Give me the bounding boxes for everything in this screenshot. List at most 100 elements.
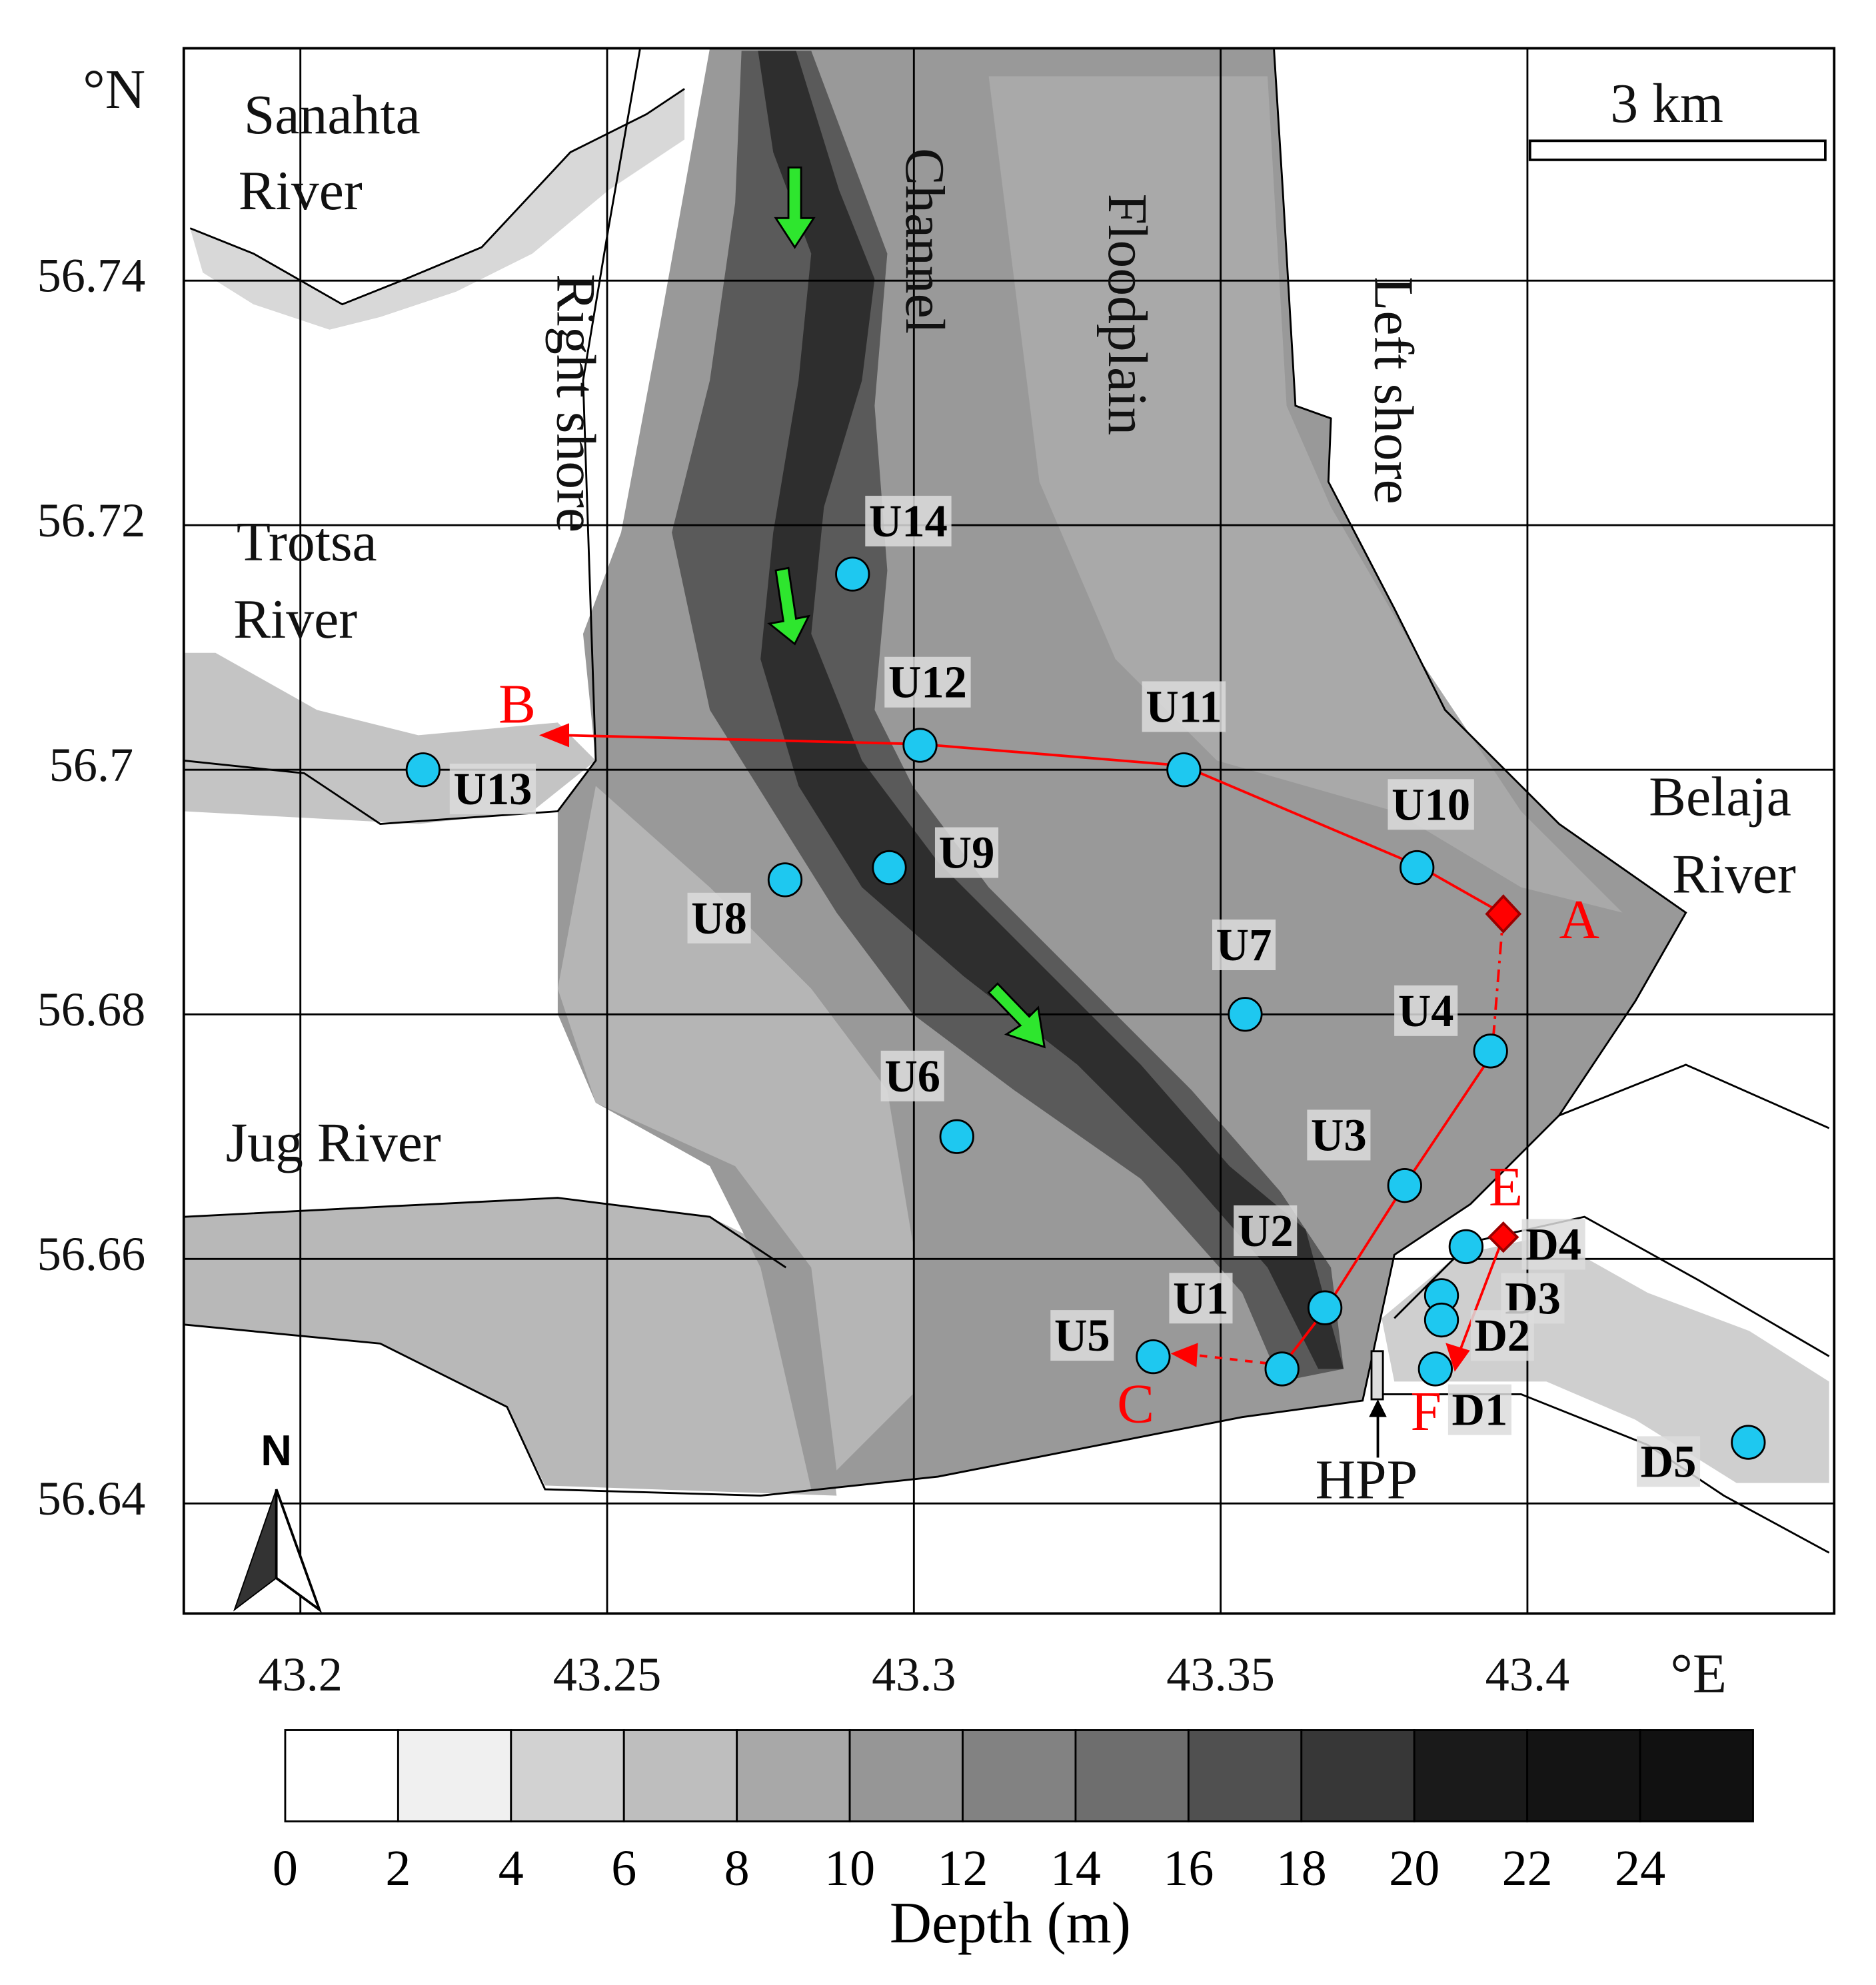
route-label: A	[1559, 889, 1599, 951]
flow-arrow	[774, 166, 816, 249]
station-label: U3	[1311, 1109, 1367, 1160]
x-tick-label: 43.25	[553, 1648, 662, 1701]
colorbar-bin	[1526, 1729, 1641, 1822]
station-label: U1	[1173, 1273, 1229, 1323]
station-label: U2	[1238, 1205, 1294, 1256]
colorbar-tick-label: 22	[1502, 1840, 1553, 1896]
station	[1264, 1351, 1300, 1387]
station-label: U9	[939, 828, 995, 878]
station	[835, 556, 870, 592]
station	[767, 862, 803, 898]
colorbar-bin	[622, 1729, 738, 1822]
place-label: Channel	[894, 148, 956, 334]
shoreline	[183, 1197, 787, 1269]
shallow-right	[557, 786, 913, 1471]
colorbar-title: Depth (m)	[890, 1890, 1131, 1955]
station	[1307, 1290, 1343, 1325]
colorbar-tick-label: 4	[498, 1840, 524, 1896]
shoreline	[1558, 1063, 1830, 1129]
station-label: D2	[1474, 1310, 1530, 1361]
station-label-bg	[1050, 1310, 1114, 1361]
station	[1731, 1425, 1766, 1460]
station	[1423, 1302, 1459, 1338]
station-label: D4	[1525, 1219, 1581, 1269]
place-label: Trotsa	[237, 511, 377, 573]
station	[1473, 1033, 1508, 1069]
colorbar-bin	[1074, 1729, 1190, 1822]
place-label: Left shore	[1363, 277, 1425, 504]
place-labels: Sanahta River Trotsa River Jug River Bel…	[226, 84, 1796, 1174]
station-label-bg	[1142, 681, 1226, 732]
station	[1417, 1351, 1453, 1387]
colorbar-tick-label: 12	[937, 1840, 988, 1896]
flow-arrow	[767, 566, 811, 646]
station-label: U5	[1054, 1310, 1110, 1361]
colorbar-tick-label: 24	[1615, 1840, 1665, 1896]
colorbar-tick-label: 14	[1050, 1840, 1101, 1896]
colorbar-tick-label: 6	[611, 1840, 636, 1896]
route-point	[1487, 1221, 1519, 1253]
colorbar-tick-label: 2	[385, 1840, 411, 1896]
station-label-bg	[1521, 1219, 1585, 1270]
station-label: U12	[888, 657, 967, 708]
station	[1448, 1229, 1484, 1265]
station-label: U8	[691, 893, 747, 944]
downstream-river	[1382, 1235, 1829, 1483]
station-label-bg	[449, 764, 536, 815]
station-label-bg	[934, 827, 999, 878]
route-label: F	[1411, 1381, 1442, 1443]
colorbar-tick-label: 8	[724, 1840, 750, 1896]
colorbar-bin	[736, 1729, 851, 1822]
colorbar-bin	[510, 1729, 625, 1822]
station-label: U13	[453, 764, 532, 814]
colorbar-bin	[962, 1729, 1077, 1822]
hpp-arrowhead	[1369, 1399, 1387, 1417]
station-label-bg	[687, 892, 751, 944]
x-tick-label: 43.35	[1166, 1648, 1275, 1701]
route-arrowhead	[538, 723, 570, 748]
colorbar-bin	[1639, 1729, 1754, 1822]
colorbar-tick-label: 18	[1276, 1840, 1327, 1896]
station	[1387, 1168, 1422, 1203]
shoreline	[1394, 1215, 1830, 1357]
station-label-bg	[1307, 1109, 1371, 1161]
station-label: U11	[1146, 681, 1222, 732]
route-line	[1282, 1053, 1493, 1366]
jug-river	[183, 1197, 837, 1496]
station-label: U14	[869, 496, 948, 546]
colorbar-tick-label: 0	[273, 1840, 298, 1896]
station-label-bg	[880, 1050, 944, 1101]
y-tick-label: 56.72	[37, 494, 146, 547]
station-label-bg	[1636, 1436, 1701, 1487]
route-arrowhead	[1170, 1343, 1198, 1367]
station	[939, 1119, 974, 1154]
flow-arrow	[987, 982, 1046, 1049]
x-tick-label: 43.4	[1485, 1648, 1569, 1701]
route-label: B	[498, 674, 536, 736]
station	[405, 752, 441, 788]
colorbar-bin	[848, 1729, 964, 1822]
station-label: U4	[1398, 986, 1454, 1036]
place-label: River	[233, 588, 357, 650]
station-label-bg	[865, 496, 952, 547]
north-label: N	[261, 1426, 292, 1475]
station-label-bg	[1169, 1273, 1233, 1324]
x-unit: °E	[1670, 1643, 1727, 1705]
place-label: River	[1672, 843, 1796, 905]
place-label: Floodplain	[1096, 194, 1158, 436]
y-tick-label: 56.7	[49, 738, 133, 792]
place-label: Sanahta	[244, 84, 421, 146]
hpp-label: HPP	[1316, 1449, 1418, 1511]
route-labels: A B C E F	[498, 674, 1599, 1443]
route-line	[1459, 1236, 1505, 1351]
y-tick-label: 56.68	[37, 983, 146, 1036]
colorbar-bin	[1413, 1729, 1529, 1822]
y-tick-label: 56.74	[37, 249, 146, 303]
north-arrow-right	[275, 1489, 323, 1614]
station	[1400, 850, 1435, 886]
station	[1166, 752, 1202, 788]
route-arrowhead	[1445, 1343, 1470, 1372]
flow-arrows	[767, 166, 1046, 1049]
colorbar-tick-label: 20	[1389, 1840, 1439, 1896]
